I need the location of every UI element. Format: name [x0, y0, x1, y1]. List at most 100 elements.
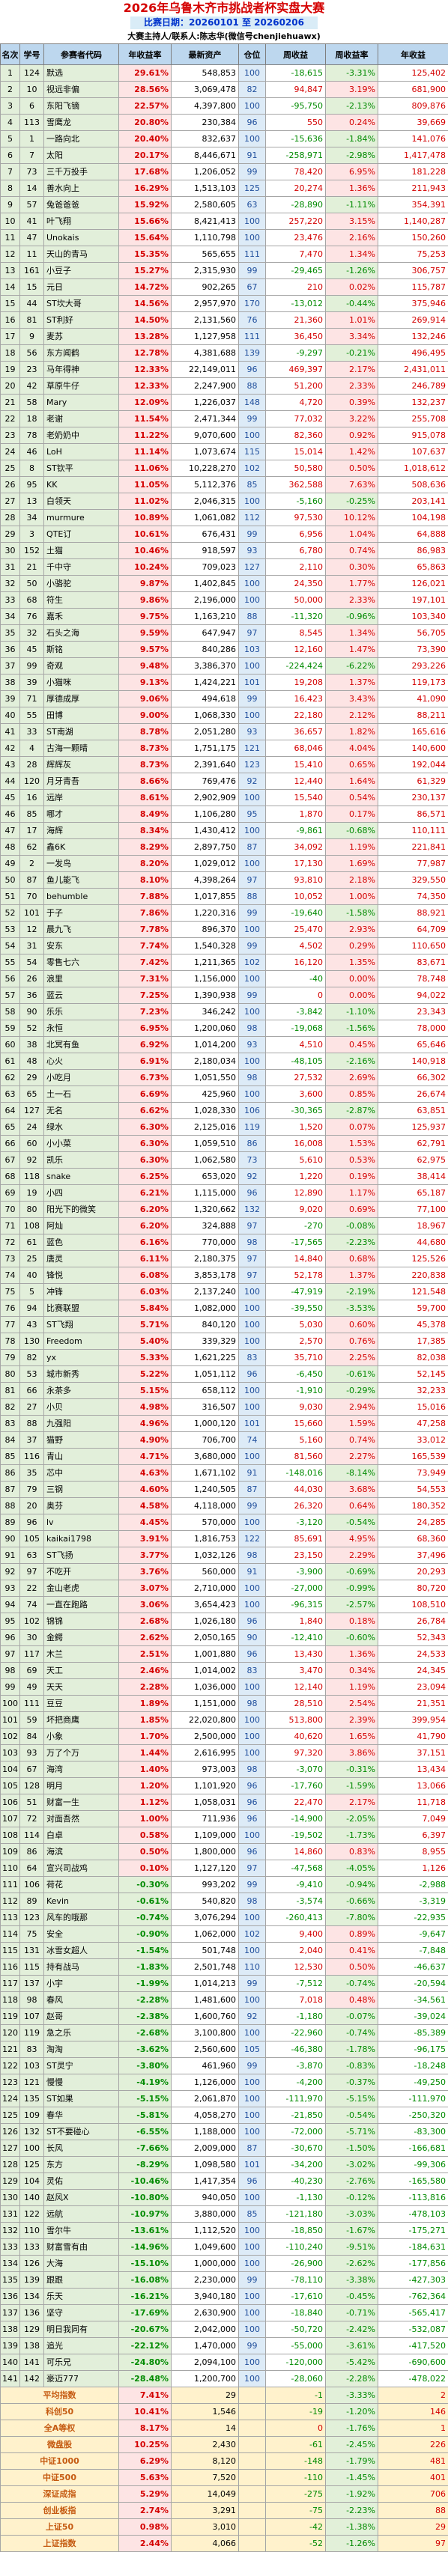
assets-cell: 1,800,000 [171, 1843, 239, 1860]
rank-cell: 112 [0, 1893, 20, 1910]
assets-cell: 940,050 [171, 2189, 239, 2206]
annual-return-cell: -6.55% [118, 2123, 172, 2140]
annual-gain-cell: 165,616 [378, 723, 448, 740]
annual-return-cell: 7.74% [118, 937, 172, 954]
table-row: 47 17 海辉 8.34% 1,430,412 100 -9,861 -0.68% 110,1… [0, 822, 448, 839]
rank-cell: 98 [0, 1662, 20, 1679]
rank-cell: 89 [0, 1514, 20, 1531]
index-annual-change-cell: 146 [378, 2403, 448, 2420]
index-return-cell: 8.17% [118, 2420, 172, 2437]
position-cell: 100 [238, 97, 266, 115]
annual-return-cell: 13.28% [118, 328, 172, 345]
weekly-gain-cell: 2,110 [265, 558, 326, 576]
id-cell: 42 [19, 377, 44, 395]
rank-cell: 53 [0, 921, 20, 938]
annual-return-cell: 6.91% [118, 1053, 172, 1070]
name-cell: lv [43, 1514, 119, 1531]
table-row: 10 41 叶飞翔 15.66% 8,421,413 100 257,220 3.15% 1,1… [0, 213, 448, 230]
weekly-return-cell: 0.07% [325, 1118, 378, 1136]
table-row: 103 93 万了个万 1.44% 2,616,995 100 97,320 3.86% 37,… [0, 1744, 448, 1762]
assets-cell: 494,618 [171, 690, 239, 707]
assets-cell: 1,051,550 [171, 1069, 239, 1086]
position-cell: 100 [238, 970, 266, 987]
assets-cell: 1,417,354 [171, 2172, 239, 2190]
name-cell: ST飞翔 [43, 1316, 119, 1333]
assets-cell: 1,200,700 [171, 2370, 239, 2387]
name-cell: 锦锦 [43, 1613, 119, 1630]
id-cell: 123 [19, 1909, 44, 1926]
table-row: 37 99 奇观 9.48% 3,386,370 100 -224,424 -6.22% 293… [0, 657, 448, 675]
name-cell: Mary [43, 394, 119, 411]
name-cell: 坚守 [43, 2304, 119, 2321]
annual-gain-cell: 1,018,612 [378, 460, 448, 477]
assets-cell: 1,127,120 [171, 1860, 239, 1877]
id-cell: 82 [19, 1349, 44, 1366]
table-row: 123 121 慢慢 -4.19% 1,126,000 100 -4,200 -0.37% -4… [0, 2074, 448, 2091]
position-cell: 100 [238, 1942, 266, 1959]
annual-return-cell: 6.08% [118, 1267, 172, 1284]
weekly-return-cell: 2.33% [325, 591, 378, 609]
name-cell: LoH [43, 443, 119, 460]
position-cell: 100 [238, 855, 266, 872]
rank-cell: 55 [0, 954, 20, 971]
rank-cell: 133 [0, 2238, 20, 2256]
position-cell: 100 [238, 591, 266, 609]
id-cell: 98 [19, 1991, 44, 2009]
rank-cell: 22 [0, 410, 20, 427]
weekly-gain-cell: 1,520 [265, 1118, 326, 1136]
id-cell: 90 [19, 1003, 44, 1020]
annual-return-cell: 6.95% [118, 1020, 172, 1037]
rank-cell: 1 [0, 64, 20, 82]
annual-return-cell: 3.76% [118, 1563, 172, 1580]
table-row: 85 116 青山 4.71% 3,680,000 100 81,560 2.27% 165,5… [0, 1448, 448, 1465]
annual-return-cell: 3.06% [118, 1596, 172, 1613]
id-cell: 43 [19, 1316, 44, 1333]
rank-cell: 129 [0, 2172, 20, 2190]
position-cell: 99 [238, 2057, 266, 2074]
assets-cell: 2,471,344 [171, 410, 239, 427]
id-cell: 13 [19, 493, 44, 510]
index-row: 中证1000 6.29% 8,120 -148 -1.79% 481 [0, 2452, 448, 2470]
weekly-gain-cell: 469,397 [265, 361, 326, 378]
annual-gain-cell: 39,669 [378, 114, 448, 131]
annual-gain-cell: 230,137 [378, 789, 448, 806]
rank-cell: 4 [0, 114, 20, 131]
annual-gain-cell: 132,246 [378, 328, 448, 345]
id-cell: 125 [19, 2156, 44, 2173]
table-row: 22 18 老谢 11.54% 2,471,344 99 77,032 3.22% 255,70… [0, 410, 448, 427]
table-row: 95 102 锦锦 2.68% 1,026,180 96 1,840 0.18% 26,784 [0, 1613, 448, 1630]
assets-cell: 22,020,800 [171, 1711, 239, 1729]
table-row: 74 40 锋悦 6.08% 3,853,178 97 52,178 1.37% 220,838 [0, 1267, 448, 1284]
annual-gain-cell: 21,351 [378, 1695, 448, 1712]
id-cell: 45 [19, 641, 44, 658]
rank-cell: 24 [0, 443, 20, 460]
weekly-gain-cell: -21,850 [265, 2107, 326, 2124]
position-cell: 119 [238, 1118, 266, 1136]
name-cell: 赵哥 [43, 2008, 119, 2025]
weekly-gain-cell: 97,320 [265, 1744, 326, 1762]
id-cell: 21 [19, 558, 44, 576]
table-row: 78 130 Freedom 5.40% 339,329 100 2,570 0.76% 17,… [0, 1333, 448, 1350]
table-row: 109 86 海滨 0.50% 1,800,000 96 14,860 0.83% 8,955 [0, 1843, 448, 1860]
annual-return-cell: -0.90% [118, 1925, 172, 1943]
weekly-return-cell: -3.38% [325, 2271, 378, 2289]
index-name-cell: 科创50 [0, 2403, 119, 2420]
annual-gain-cell: -49,250 [378, 2074, 448, 2091]
position-cell: 63 [238, 196, 266, 213]
name-cell: 坏把商鹰 [43, 1711, 119, 1729]
weekly-gain-cell: 14,840 [265, 1250, 326, 1267]
annual-gain-cell: 20,293 [378, 1563, 448, 1580]
weekly-gain-cell: 12,890 [265, 1184, 326, 1202]
name-cell: 安全 [43, 1925, 119, 1943]
id-cell: 9 [19, 328, 44, 345]
annual-gain-cell: 77,100 [378, 1201, 448, 1218]
weekly-return-cell: -0.94% [325, 1876, 378, 1893]
weekly-return-cell: 0.00% [325, 987, 378, 1004]
index-row: 深证成指 5.29% 14,049 -275 -1.92% 706 [0, 2485, 448, 2503]
annual-return-cell: 5.84% [118, 1300, 172, 1317]
table-row: 71 108 阿灿 6.20% 324,888 97 -270 -0.08% 18,967 [0, 1217, 448, 1234]
rank-cell: 45 [0, 789, 20, 806]
assets-cell: 3,940,180 [171, 2288, 239, 2305]
index-name-cell: 微盘股 [0, 2436, 119, 2453]
table-row: 23 78 老奶奶中 11.22% 9,070,600 100 82,360 0.92% 915… [0, 427, 448, 444]
